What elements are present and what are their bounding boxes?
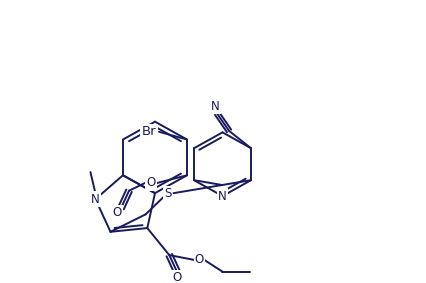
Text: N: N [218, 190, 227, 203]
Text: O: O [195, 254, 204, 266]
Text: Br: Br [142, 125, 156, 138]
Text: S: S [164, 187, 171, 200]
Text: O: O [147, 177, 155, 190]
Text: O: O [112, 206, 122, 219]
Text: N: N [91, 193, 100, 206]
Text: O: O [173, 271, 182, 283]
Text: N: N [211, 100, 219, 113]
